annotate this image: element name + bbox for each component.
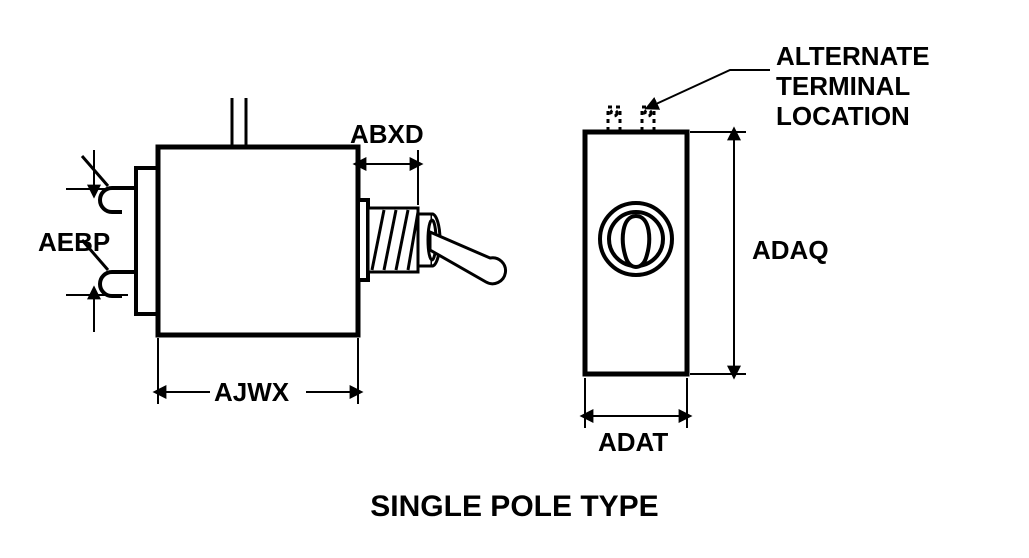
dim-adaq — [690, 132, 746, 374]
front-view — [585, 107, 687, 374]
dim-abxd — [358, 150, 418, 205]
diagram-title: SINGLE POLE TYPE — [0, 490, 1029, 525]
front-toggle — [600, 203, 672, 275]
label-ajwx: AJWX — [214, 378, 289, 408]
side-body — [158, 147, 358, 335]
label-aebp: AEBP — [38, 228, 110, 258]
side-view — [82, 98, 506, 335]
label-alternate-terminal: ALTERNATE TERMINAL LOCATION — [776, 42, 930, 132]
top-prongs — [232, 98, 246, 147]
label-adaq: ADAQ — [752, 236, 829, 266]
label-adat: ADAT — [598, 428, 668, 458]
toggle-lever — [430, 232, 506, 284]
diagram-canvas: AEBP AJWX ABXD ADAT ADAQ ALTERNATE TERMI… — [0, 0, 1029, 558]
alt-terminal-leader — [656, 70, 770, 104]
dim-adat — [585, 378, 687, 428]
label-abxd: ABXD — [350, 120, 424, 150]
alternate-terminals — [608, 107, 654, 131]
